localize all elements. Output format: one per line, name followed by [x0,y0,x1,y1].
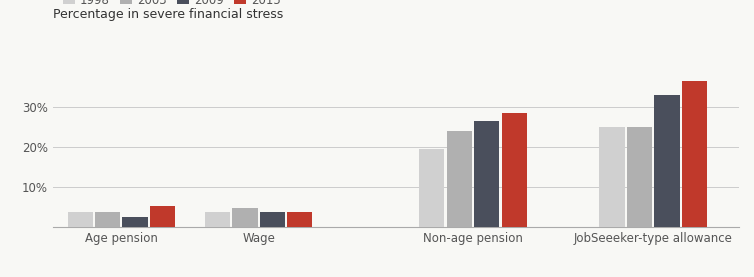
Bar [474,121,499,227]
Bar [95,212,121,227]
Bar [419,149,445,227]
Bar [682,81,707,227]
Text: Percentage in severe financial stress: Percentage in severe financial stress [53,8,283,21]
Bar [627,127,652,227]
Bar [150,206,175,227]
Bar [232,208,258,227]
Bar [205,212,230,227]
Bar [599,127,624,227]
Bar [446,131,472,227]
Legend: 1998, 2003, 2009, 2015: 1998, 2003, 2009, 2015 [59,0,285,11]
Bar [287,212,312,227]
Bar [259,212,285,227]
Bar [654,94,679,227]
Bar [122,217,148,227]
Bar [501,113,527,227]
Bar [68,212,93,227]
